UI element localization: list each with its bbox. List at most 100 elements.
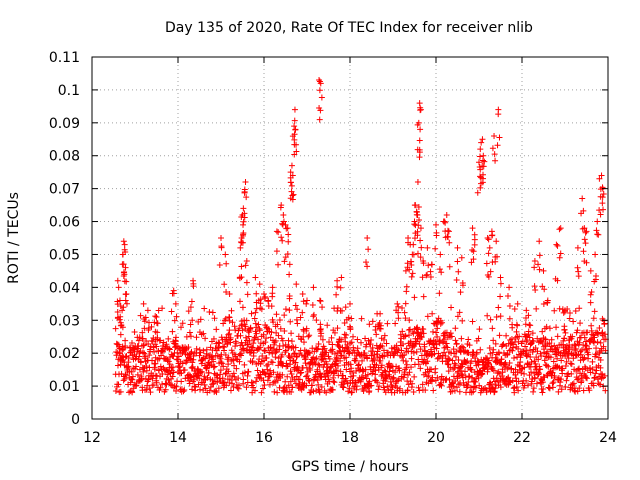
data-point [477,146,484,153]
data-point [310,284,317,291]
data-point [154,320,161,327]
data-point [265,361,272,368]
data-point [218,360,225,367]
data-point [131,329,138,336]
data-point [578,210,585,217]
data-point [283,360,290,367]
data-point [329,386,336,393]
data-point [490,337,497,344]
data-point [383,340,390,347]
data-point [446,332,453,339]
data-point [120,261,127,268]
data-point [406,369,413,376]
data-point [328,334,335,341]
y-tick-labels: 0 0.01 0.02 0.03 0.04 0.05 0.06 0.07 0.08 0.09 0.1… [49,50,80,428]
data-point [578,378,585,385]
data-point [402,267,409,274]
data-point [128,340,135,347]
data-point [296,376,303,383]
data-point [497,274,504,281]
data-point [134,371,141,378]
data-point [479,179,486,186]
data-point [468,366,475,373]
data-point [244,372,251,379]
axis-ticks [91,56,609,420]
data-point [350,347,357,354]
data-point [524,360,531,367]
data-point [178,378,185,385]
data-point [577,334,584,341]
data-point [567,360,574,367]
data-point [477,346,484,353]
data-point [580,387,587,394]
data-point [417,126,424,133]
data-point [186,380,193,387]
data-point [380,336,387,343]
data-point [366,387,373,394]
chart-title: Day 135 of 2020, Rate Of TEC Index for r… [165,20,533,36]
data-point [544,348,551,355]
data-point [270,369,277,376]
data-point [484,312,491,319]
data-point [284,250,291,257]
data-point [244,291,251,298]
data-point [508,365,515,372]
data-point [338,336,345,343]
data-point [375,386,382,393]
data-point [344,380,351,387]
data-point [469,374,476,381]
data-point [470,248,477,255]
data-point [227,334,234,341]
data-point [318,94,325,101]
data-point [364,371,371,378]
data-point [231,323,238,330]
data-point [373,331,380,338]
data-point [589,358,596,365]
data-point [279,220,286,227]
data-point [424,271,431,278]
data-point [369,318,376,325]
data-point [255,345,262,352]
data-point [428,378,435,385]
data-point [457,289,464,296]
data-point [310,311,317,318]
data-point [539,328,546,335]
data-point [189,317,196,324]
data-point [279,351,286,358]
data-point [350,344,357,351]
data-point [258,306,265,313]
data-point [146,364,153,371]
x-tick-labels: 12 14 16 18 20 22 24 [83,430,617,446]
data-point [452,353,459,360]
data-point [345,314,352,321]
data-point [191,383,198,390]
data-point [263,335,270,342]
data-point [273,248,280,255]
data-point [334,325,341,332]
data-point [433,221,439,228]
data-point [587,369,594,376]
data-point [559,370,566,377]
data-point [288,371,295,378]
y-tick-label: 0.03 [49,313,80,329]
data-point [569,344,576,351]
data-point [495,111,502,118]
data-point [220,363,227,370]
data-point [114,362,121,369]
data-point [487,350,494,357]
data-point [490,367,497,374]
data-point [414,211,421,218]
data-point [590,339,597,346]
data-point [230,357,237,364]
data-point [121,278,128,285]
data-point [291,141,298,148]
data-point [434,355,441,362]
data-point [253,290,260,297]
data-point [299,309,306,316]
data-point [546,385,553,392]
data-point [118,322,125,329]
data-point [326,339,333,346]
data-point [271,388,278,395]
data-point [444,227,451,234]
data-point [414,232,421,239]
